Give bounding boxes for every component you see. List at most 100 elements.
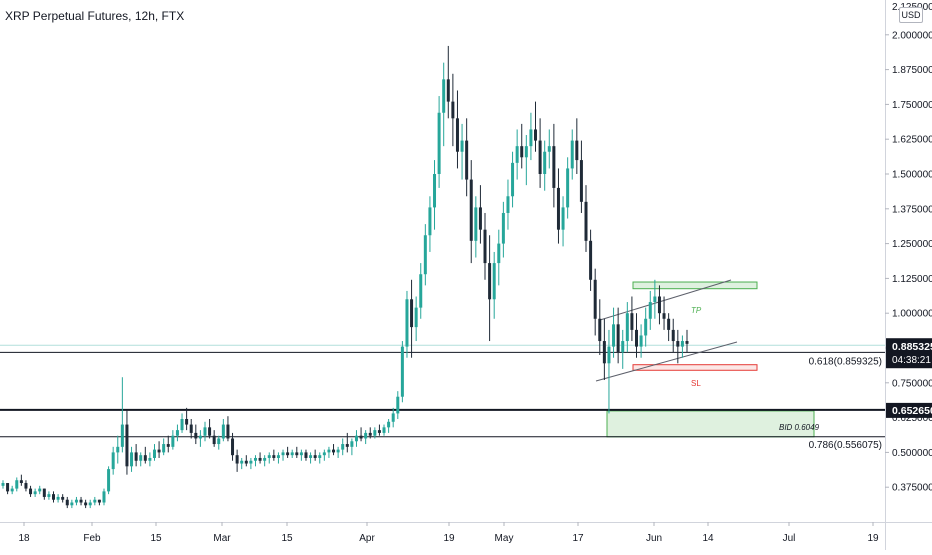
price-tick-label: 0.750000 <box>892 378 932 389</box>
price-axis: 0.3750000.5000000.7500000.8750001.000000… <box>885 2 932 494</box>
candle-body <box>19 480 23 484</box>
candle-body <box>492 263 496 300</box>
time-tick-label: 19 <box>867 533 879 544</box>
candle-body <box>304 452 308 458</box>
price-tick-label: 1.375000 <box>892 204 932 215</box>
candle-body <box>345 444 349 447</box>
candle-body <box>465 140 469 180</box>
candle-body <box>506 196 510 213</box>
candle-body <box>657 296 661 314</box>
candle-body <box>194 432 198 439</box>
candle-body <box>162 444 166 453</box>
candle-body <box>79 499 83 503</box>
candle-body <box>253 457 257 461</box>
candle-body <box>139 455 143 461</box>
candle-body <box>281 452 285 456</box>
candle-body <box>93 499 97 503</box>
current-price-value: 0.885325 <box>892 341 932 353</box>
candle-body <box>469 179 473 241</box>
candle-body <box>88 502 92 506</box>
tp-zone <box>632 281 758 290</box>
candle-body <box>547 146 551 152</box>
price-tick-label: 1.625000 <box>892 135 932 146</box>
candle-body <box>455 118 459 152</box>
candle-body <box>299 452 303 456</box>
candle-body <box>556 187 560 230</box>
support-price-badge <box>886 402 932 418</box>
time-tick-label: 15 <box>150 533 162 544</box>
candle-body <box>478 207 482 230</box>
candle-body <box>111 452 115 470</box>
currency-button[interactable]: USD <box>899 7 923 23</box>
price-labels: 0.885325 04:38:21 0.652650 <box>886 338 932 418</box>
candle-body <box>341 444 345 450</box>
candle-body <box>680 341 684 347</box>
chart-title: XRP Perpetual Futures, 12h, FTX <box>5 9 185 23</box>
candle-body <box>396 396 400 414</box>
candle-body <box>1 483 5 486</box>
candle-body <box>33 491 37 495</box>
candle-body <box>286 452 290 456</box>
time-tick-label: 18 <box>18 533 30 544</box>
candle-body <box>221 424 225 439</box>
fib-618-label: 0.618(0.859325) <box>809 356 882 367</box>
time-tick-label: Jul <box>783 533 796 544</box>
candle-body <box>364 432 368 439</box>
candle-body <box>671 329 675 342</box>
candle-body <box>359 435 363 439</box>
candle-body <box>166 444 170 447</box>
candle-body <box>61 496 65 500</box>
candle-body <box>148 457 152 461</box>
candle-body <box>42 488 46 497</box>
candle-body <box>607 346 611 364</box>
candle-body <box>263 457 267 461</box>
candle-body <box>290 452 294 456</box>
candle-body <box>474 207 478 241</box>
candle-body <box>336 449 340 453</box>
channel-lower-line <box>595 341 738 382</box>
candle-body <box>662 313 666 319</box>
price-tick-label: 2.000000 <box>892 30 932 41</box>
candle-body <box>446 79 450 102</box>
candle-body <box>318 455 322 458</box>
sl-zone-label: SL <box>691 379 701 388</box>
candle-body <box>171 435 175 447</box>
candle-body <box>423 235 427 275</box>
channel-upper-line <box>599 279 732 321</box>
time-tick-label: Mar <box>213 533 231 544</box>
fib-786-label: 0.786(0.556075) <box>809 440 882 451</box>
candle-body <box>240 460 244 464</box>
candle-body <box>322 452 326 456</box>
candle-body <box>497 243 501 264</box>
candle-body <box>74 499 78 503</box>
price-tick-label: 1.125000 <box>892 274 932 285</box>
candle-body <box>391 413 395 422</box>
candle-body <box>593 279 597 319</box>
candle-body <box>653 296 657 303</box>
candle-body <box>15 480 19 489</box>
support-price-value: 0.652650 <box>892 405 932 417</box>
candle-body <box>203 427 207 436</box>
candle-body <box>579 160 583 202</box>
price-tick-label: 0.625000 <box>892 413 932 424</box>
bid-zone-label: BID 0.6049 <box>779 423 820 432</box>
candle-body <box>226 424 230 439</box>
candle-countdown: 04:38:21 <box>892 355 931 366</box>
candle-body <box>258 457 262 461</box>
candle-body <box>621 341 625 353</box>
candle-body <box>428 207 432 236</box>
candle-body <box>107 469 111 492</box>
candle-body <box>175 430 179 436</box>
price-tick-label: 1.250000 <box>892 239 932 250</box>
time-tick-label: 14 <box>702 533 714 544</box>
candle-body <box>639 335 643 347</box>
candle-body <box>644 318 648 336</box>
candle-body <box>524 146 528 158</box>
candle-body <box>47 494 51 497</box>
candle-body <box>84 502 88 506</box>
time-tick-label: May <box>495 533 514 544</box>
time-tick-label: Feb <box>83 533 101 544</box>
candle-body <box>511 162 515 197</box>
